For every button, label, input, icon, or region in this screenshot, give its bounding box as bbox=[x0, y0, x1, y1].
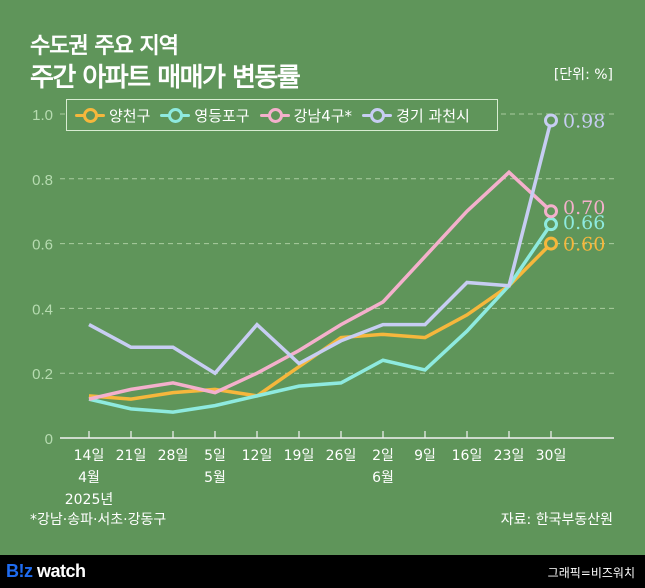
x-year-label: 2025년 bbox=[65, 492, 114, 508]
series-end-label: 0.70 bbox=[563, 197, 605, 219]
footer-bar: B!z watch 그래픽=비즈워치 bbox=[0, 555, 645, 588]
legend-item: 영등포구 bbox=[160, 105, 250, 126]
x-month-label: 6월 bbox=[372, 470, 394, 486]
legend-marker-icon bbox=[160, 108, 191, 123]
y-tick-label: 1.0 bbox=[32, 107, 53, 124]
y-tick-label: 0.2 bbox=[32, 366, 53, 383]
x-month-label: 4월 bbox=[78, 470, 100, 486]
series-end-marker bbox=[544, 204, 558, 219]
series-end-label: 0.66 bbox=[563, 212, 605, 234]
x-tick-label: 28일 bbox=[158, 448, 189, 464]
legend-item: 강남4구* bbox=[259, 105, 353, 126]
x-tick-label: 12일 bbox=[242, 448, 273, 464]
source-note: 자료: 한국부동산원 bbox=[500, 512, 613, 528]
series-end-label: 0.60 bbox=[563, 234, 605, 256]
series-end-marker bbox=[544, 217, 558, 232]
line-chart: 0 0.2 0.4 0.6 0.8 1.0 14일 21일 28일 5일 12일 19일 26일 2일 9일… bbox=[32, 107, 614, 508]
footnote: *강남·송파·서초·강동구 bbox=[30, 512, 167, 528]
y-tick-label: 0 bbox=[45, 431, 53, 448]
unit-label: [단위: %] bbox=[553, 67, 613, 83]
x-tick-label: 16일 bbox=[452, 448, 483, 464]
x-tick-label: 30일 bbox=[536, 448, 567, 464]
legend-item: 양천구 bbox=[75, 105, 150, 126]
x-tick-label: 19일 bbox=[284, 448, 315, 464]
series-line-2 bbox=[88, 169, 553, 401]
legend-marker-icon bbox=[259, 108, 290, 123]
series-line-1 bbox=[88, 223, 553, 414]
chart-title-line2: 주간 아파트 매매가 변동률 bbox=[30, 63, 301, 93]
bizwatch-logo: B!z watch bbox=[6, 561, 86, 582]
chart-title-line1: 수도권 주요 지역 bbox=[30, 34, 179, 59]
y-tick-label: 0.4 bbox=[32, 301, 53, 318]
series-line-3 bbox=[88, 120, 553, 376]
x-tick-label: 23일 bbox=[494, 448, 525, 464]
legend-item: 경기 과천시 bbox=[362, 105, 470, 126]
logo-biz: B!z bbox=[6, 561, 33, 581]
series-end-marker bbox=[544, 113, 558, 128]
x-tick-label: 9일 bbox=[414, 448, 436, 464]
x-tick-label: 14일 bbox=[74, 448, 105, 464]
y-tick-label: 0.8 bbox=[32, 172, 53, 189]
graphic-credit: 그래픽=비즈워치 bbox=[547, 566, 635, 580]
y-tick-label: 0.6 bbox=[32, 237, 53, 254]
legend-marker-icon bbox=[362, 108, 393, 123]
series-line-0 bbox=[88, 242, 553, 401]
series-end-label: 0.98 bbox=[563, 110, 605, 132]
chart-legend: 양천구 영등포구 강남4구* 경기 과천시 bbox=[66, 99, 498, 131]
legend-label: 강남4구* bbox=[293, 106, 353, 125]
legend-label: 경기 과천시 bbox=[396, 106, 470, 125]
x-tick-label: 26일 bbox=[326, 448, 357, 464]
series-end-marker bbox=[544, 236, 558, 251]
logo-watch: watch bbox=[32, 561, 86, 581]
x-tick-label: 2일 bbox=[372, 448, 394, 464]
legend-label: 양천구 bbox=[109, 106, 151, 125]
x-tick-label: 5일 bbox=[204, 448, 226, 464]
legend-label: 영등포구 bbox=[194, 106, 250, 125]
x-month-label: 5월 bbox=[204, 470, 226, 486]
x-tick-label: 21일 bbox=[116, 448, 147, 464]
legend-marker-icon bbox=[75, 108, 105, 123]
